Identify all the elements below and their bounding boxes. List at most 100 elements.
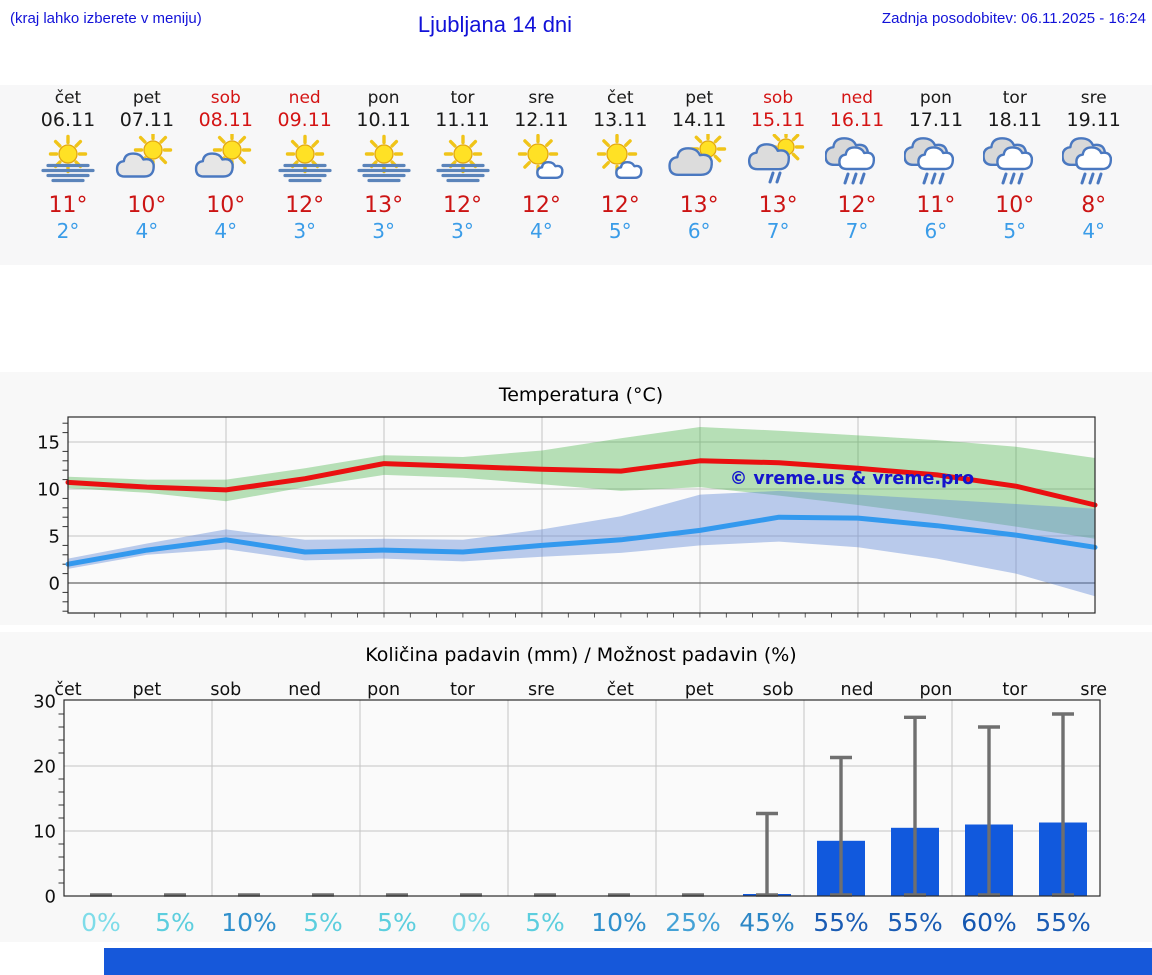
forecast-day-12.11: sre 12.11 12° 4° (501, 88, 581, 243)
day-name: sob (210, 88, 241, 108)
svg-text:sre: sre (1080, 680, 1107, 700)
svg-text:sre: sre (528, 680, 555, 700)
day-low-temp: 4° (135, 219, 159, 243)
svg-text:45%: 45% (739, 908, 795, 937)
day-name: čet (607, 88, 634, 108)
svg-text:10%: 10% (221, 908, 277, 937)
svg-text:pon: pon (919, 680, 952, 700)
svg-text:5%: 5% (377, 908, 417, 937)
day-date: 19.11 (1066, 109, 1121, 131)
day-high-temp: 13° (364, 193, 404, 218)
page-title: Ljubljana 14 dni (417, 12, 573, 37)
day-low-temp: 4° (214, 219, 238, 243)
day-name: pon (919, 88, 952, 108)
day-name: sre (1080, 88, 1107, 108)
forecast-day-07.11: pet 07.11 10° 4° (107, 88, 187, 243)
cloud-sun-icon (668, 134, 727, 177)
day-date: 11.11 (435, 109, 490, 131)
percent-labels: 0% 5% 10% 5% 5% 0% 5% 10% 25% 45% 55% 55% 60% 55% (81, 908, 1091, 937)
day-name: tor (1002, 88, 1027, 108)
max-temp-line (65, 458, 1098, 508)
svg-text:pon: pon (367, 680, 400, 700)
day-low-temp: 6° (687, 219, 711, 243)
forecast-day-09.11: ned 09.11 12° 3° (265, 88, 345, 243)
day-name: sob (763, 88, 794, 108)
forecast-day-11.11: tor 11.11 12° 3° (423, 88, 503, 243)
day-name: sre (528, 88, 555, 108)
svg-text:0: 0 (45, 887, 56, 908)
svg-text:30: 30 (33, 692, 56, 713)
rain-icon (982, 137, 1033, 185)
forecast-day-16.11: ned 16.11 12° 7° (817, 88, 897, 243)
svg-text:pet: pet (685, 680, 714, 700)
day-high-temp: 8° (1081, 193, 1107, 218)
svg-text:25%: 25% (665, 908, 721, 937)
day-date: 16.11 (829, 109, 885, 131)
day-low-temp: 5° (1003, 219, 1027, 243)
day-high-temp: 13° (758, 193, 798, 218)
rain-icon (903, 137, 954, 185)
sun-fog-icon (435, 134, 490, 183)
day-name: ned (288, 88, 321, 108)
day-high-temp: 11° (48, 193, 88, 218)
day-name: pon (367, 88, 400, 108)
temp-minor-ticks (62, 422, 1069, 618)
day-low-temp: 7° (845, 219, 869, 243)
svg-text:tor: tor (1002, 680, 1028, 700)
temperature-chart-title: Temperatura (°C) (498, 384, 664, 406)
day-high-temp: 12° (443, 193, 482, 218)
svg-text:pet: pet (133, 680, 162, 700)
forecast-day-17.11: pon 17.11 11° 6° (896, 88, 976, 243)
footer-bar (104, 948, 1152, 975)
day-low-temp: 4° (530, 219, 553, 243)
day-date: 17.11 (908, 109, 964, 131)
svg-text:10: 10 (33, 822, 56, 843)
svg-text:20: 20 (33, 757, 56, 778)
svg-text:55%: 55% (813, 908, 869, 937)
svg-text:5%: 5% (155, 908, 195, 937)
svg-text:10: 10 (37, 480, 60, 501)
day-low-temp: 3° (372, 219, 395, 243)
day-high-temp: 12° (600, 193, 640, 218)
svg-text:5%: 5% (525, 908, 565, 937)
day-high-temp: 10° (995, 193, 1035, 218)
forecast-day-10.11: pon 10.11 13° 3° (344, 88, 424, 243)
temp-grid (68, 417, 1095, 613)
rain-icon (825, 137, 876, 185)
svg-text:15: 15 (37, 433, 60, 454)
day-low-temp: 2° (56, 219, 80, 243)
precip-whiskers (90, 712, 1074, 897)
forecast-day-13.11: čet 13.11 12° 5° (580, 88, 660, 243)
day-date: 15.11 (750, 109, 806, 131)
svg-text:0%: 0% (81, 908, 121, 937)
day-high-temp: 10° (206, 193, 246, 218)
watermark: © vreme.us & vreme.pro (730, 469, 974, 489)
day-high-temp: 12° (285, 193, 325, 218)
day-high-temp: 11° (916, 193, 956, 218)
day-date: 12.11 (514, 109, 569, 131)
svg-text:55%: 55% (887, 908, 943, 937)
day-name: čet (54, 88, 82, 108)
day-low-temp: 3° (451, 219, 474, 243)
svg-text:55%: 55% (1035, 908, 1091, 937)
svg-text:5: 5 (49, 527, 60, 548)
day-high-temp: 12° (837, 193, 877, 218)
sun-small-cloud-icon (597, 134, 643, 180)
forecast-day-08.11: sob 08.11 10° 4° (186, 88, 266, 243)
day-labels-row: čet pet sob ned pon tor sre čet pet sob ned pon tor s… (54, 680, 1107, 700)
precipitation-chart-title: Količina padavin (mm) / Možnost padavin … (365, 644, 797, 666)
svg-text:ned: ned (288, 680, 321, 700)
day-high-temp: 10° (127, 193, 167, 218)
day-date: 07.11 (119, 109, 175, 131)
day-high-temp: 13° (679, 193, 719, 218)
day-high-temp: 12° (521, 193, 561, 218)
sun-small-cloud-icon (518, 134, 564, 180)
forecast-day-15.11: sob 15.11 13° 7° (738, 88, 818, 243)
day-low-temp: 4° (1082, 219, 1106, 243)
day-date: 09.11 (277, 109, 332, 131)
day-name: pet (132, 88, 161, 108)
svg-text:0: 0 (49, 574, 60, 595)
svg-text:sob: sob (210, 680, 241, 700)
day-low-temp: 7° (766, 219, 790, 243)
